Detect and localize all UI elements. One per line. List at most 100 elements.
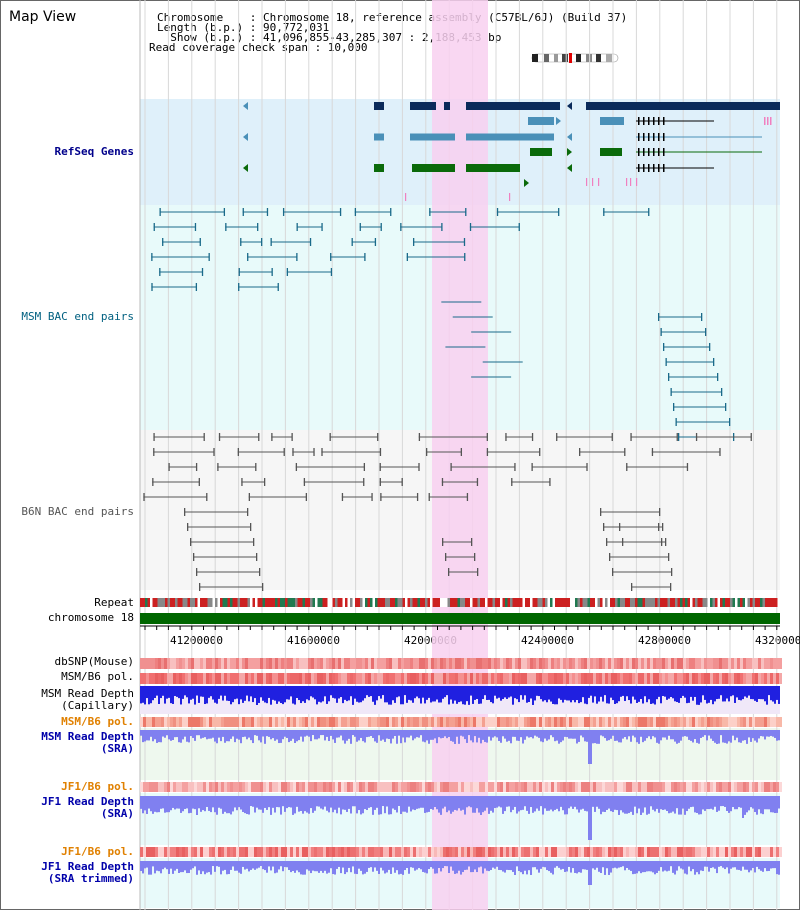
heat-cell xyxy=(683,717,686,727)
depth-bar xyxy=(446,730,448,739)
repeat-mark xyxy=(682,598,685,607)
heat-cell xyxy=(614,782,617,792)
depth-bar xyxy=(454,796,456,810)
heat-cell xyxy=(311,847,314,857)
depth-bar xyxy=(462,686,464,705)
heat-cell xyxy=(485,673,488,684)
refseq-genes-label[interactable]: RefSeq Genes xyxy=(54,145,134,158)
depth-bar xyxy=(416,796,418,809)
depth-bar xyxy=(474,796,476,813)
depth-bar xyxy=(234,686,236,700)
depth-bar xyxy=(278,686,280,702)
heat-cell xyxy=(662,717,665,727)
heat-cell xyxy=(155,673,158,684)
depth-bar xyxy=(450,730,452,741)
depth-bar xyxy=(156,686,158,696)
depth-bar xyxy=(284,861,286,868)
depth-bar xyxy=(288,861,290,871)
depth-bar xyxy=(696,796,698,814)
depth-bar xyxy=(148,686,150,705)
heat-cell xyxy=(524,658,527,669)
gene-arrow xyxy=(567,164,572,172)
heat-cell xyxy=(686,673,689,684)
heat-cell xyxy=(380,658,383,669)
depth-bar xyxy=(408,730,410,738)
depth-bar xyxy=(216,730,218,744)
heat-cell xyxy=(701,658,704,669)
depth-bar xyxy=(238,686,240,705)
heat-cell xyxy=(674,717,677,727)
heat-cell xyxy=(140,782,143,792)
heat-cell xyxy=(779,717,782,727)
b6n-bac-label[interactable]: B6N BAC end pairs xyxy=(21,505,134,518)
depth-bar xyxy=(146,730,148,741)
heat-cell xyxy=(254,782,257,792)
repeat-mark xyxy=(435,598,438,607)
depth-bar xyxy=(304,861,306,875)
heat-cell xyxy=(269,782,272,792)
depth-bar xyxy=(700,861,702,871)
heat-cell xyxy=(218,847,221,857)
chromosome-ideogram[interactable] xyxy=(530,53,620,63)
heat-cell xyxy=(344,658,347,669)
heat-cell xyxy=(347,673,350,684)
depth-bar xyxy=(548,686,550,700)
heat-cell xyxy=(737,782,740,792)
depth-bar xyxy=(568,796,570,809)
repeat-mark xyxy=(347,598,350,607)
repeat-mark xyxy=(422,598,425,607)
heat-cell xyxy=(227,717,230,727)
depth-bar xyxy=(288,730,290,743)
depth-bar xyxy=(366,861,368,872)
repeat-mark xyxy=(730,598,733,607)
depth-bar xyxy=(386,686,388,703)
heat-cell xyxy=(641,717,644,727)
heat-cell xyxy=(224,717,227,727)
depth-bar xyxy=(666,861,668,872)
depth-bar xyxy=(666,686,668,700)
repeat-mark xyxy=(575,598,578,607)
repeat-mark xyxy=(407,598,410,607)
depth-bar xyxy=(312,861,314,871)
depth-bar xyxy=(524,796,526,807)
repeat-mark xyxy=(582,598,585,607)
heat-cell xyxy=(341,782,344,792)
heat-cell xyxy=(266,782,269,792)
dbsnp-label: dbSNP(Mouse) xyxy=(54,655,134,668)
heat-cell xyxy=(332,658,335,669)
depth-bar xyxy=(388,730,390,740)
depth-bar xyxy=(528,796,530,814)
repeat-mark xyxy=(162,598,165,607)
heat-cell xyxy=(425,717,428,727)
depth-bar xyxy=(762,796,764,815)
heat-cell xyxy=(344,673,347,684)
depth-bar xyxy=(756,686,758,702)
heat-cell xyxy=(695,717,698,727)
depth-bar xyxy=(408,686,410,700)
heat-cell xyxy=(353,673,356,684)
repeat-mark xyxy=(757,598,760,607)
depth-bar xyxy=(304,796,306,812)
depth-bar xyxy=(180,686,182,705)
depth-bar xyxy=(670,861,672,867)
heat-cell xyxy=(449,847,452,857)
repeat-mark xyxy=(262,598,265,607)
depth-bar xyxy=(516,730,518,741)
depth-bar xyxy=(272,730,274,739)
repeat-mark xyxy=(735,598,738,607)
heat-cell xyxy=(191,782,194,792)
bac-end xyxy=(448,568,450,576)
gene-arrow xyxy=(567,133,572,141)
depth-bar xyxy=(224,861,226,870)
msm-bac-label[interactable]: MSM BAC end pairs xyxy=(21,310,134,323)
heat-cell xyxy=(236,673,239,684)
heat-cell xyxy=(374,658,377,669)
heat-cell xyxy=(158,673,161,684)
depth-bar xyxy=(166,861,168,870)
exon-tick xyxy=(658,117,660,125)
heat-cell xyxy=(473,658,476,669)
depth-bar xyxy=(754,686,756,701)
repeat-mark xyxy=(695,598,698,607)
depth-bar xyxy=(244,861,246,870)
